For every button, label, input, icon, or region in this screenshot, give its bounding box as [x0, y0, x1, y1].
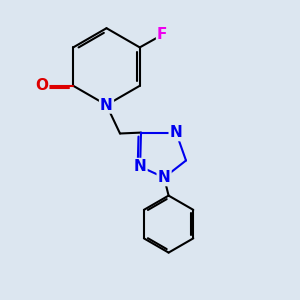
Text: N: N — [170, 125, 182, 140]
Text: N: N — [134, 159, 146, 174]
Text: O: O — [35, 78, 48, 93]
Text: F: F — [157, 27, 167, 42]
Text: N: N — [100, 98, 113, 112]
Text: N: N — [158, 170, 170, 185]
